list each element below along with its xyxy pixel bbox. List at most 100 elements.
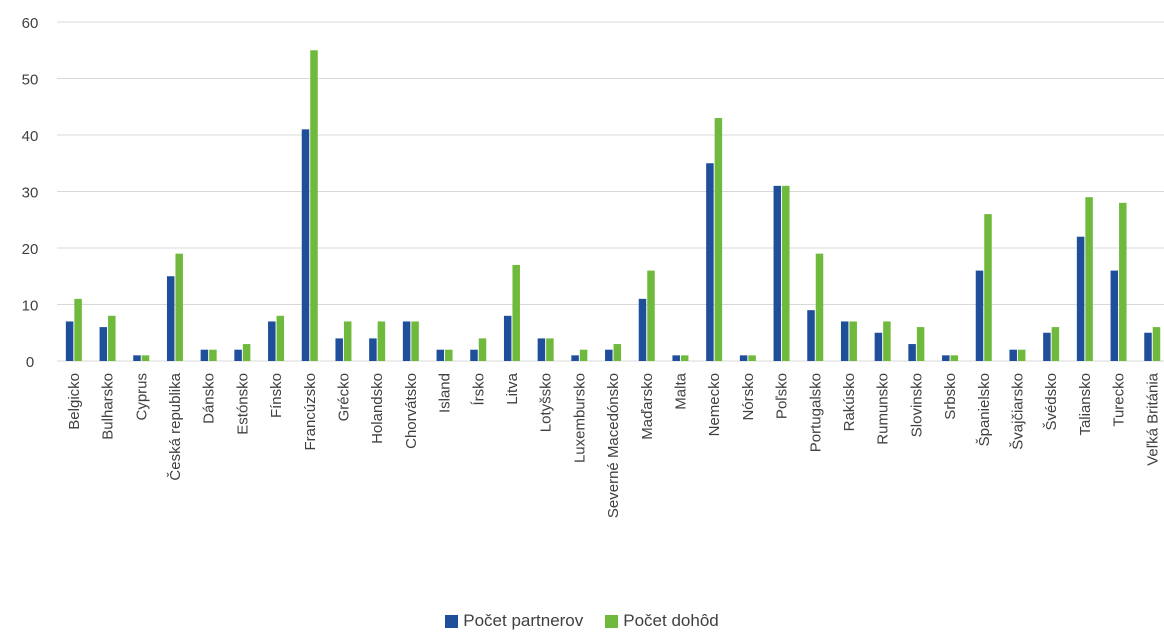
gridlines bbox=[57, 21, 1164, 362]
bar-series-1-16 bbox=[613, 344, 622, 361]
bar-series-1-22 bbox=[815, 253, 824, 361]
x-tick-label: Nórsko bbox=[740, 373, 757, 421]
bar-series-0-12 bbox=[470, 349, 478, 361]
bar-series-1-32 bbox=[1152, 327, 1161, 361]
bar-series-0-2 bbox=[133, 355, 141, 361]
x-tick-label: Švajčiarsko bbox=[1009, 373, 1026, 450]
bar-series-0-23 bbox=[840, 321, 849, 361]
x-tick-label: Švédsko bbox=[1043, 373, 1060, 431]
bar-series-0-22 bbox=[807, 310, 815, 361]
bar-series-0-30 bbox=[1076, 236, 1085, 361]
bar-series-0-21 bbox=[773, 185, 782, 361]
bar-series-1-17 bbox=[647, 270, 655, 361]
bar-series-0-13 bbox=[503, 315, 512, 361]
bar-series-0-14 bbox=[537, 338, 546, 361]
x-tick-label: Cyprus bbox=[133, 373, 150, 421]
y-axis: 0 10 20 30 40 50 60 bbox=[22, 15, 39, 371]
bar-series-1-4 bbox=[209, 349, 217, 361]
bar-series-1-5 bbox=[242, 344, 251, 361]
x-tick-label: Portugalsko bbox=[807, 373, 824, 452]
bar-series-0-9 bbox=[369, 338, 377, 361]
x-tick-label: Belgicko bbox=[66, 373, 83, 430]
x-tick-label: Turecko bbox=[1111, 373, 1128, 427]
x-tick-label: Francúzsko bbox=[302, 373, 319, 451]
x-tick-label: Slovinsko bbox=[908, 373, 925, 437]
x-tick-label: Veľká Británia bbox=[1144, 372, 1161, 465]
bar-series-1-12 bbox=[478, 338, 487, 361]
bar-series-1-18 bbox=[680, 355, 689, 361]
bar-series-0-10 bbox=[402, 321, 411, 361]
x-tick-label: Holandsko bbox=[369, 373, 386, 444]
x-tick-label: Taliansko bbox=[1077, 373, 1094, 436]
x-tick-label: Severné Macedónsko bbox=[605, 373, 622, 518]
x-tick-label: Estónsko bbox=[234, 373, 251, 435]
bar-series-1-2 bbox=[141, 355, 150, 361]
x-tick-label: Poľsko bbox=[774, 373, 791, 419]
y-tick-label: 0 bbox=[26, 354, 34, 371]
bar-series-0-32 bbox=[1144, 332, 1152, 361]
bar-chart: 0 10 20 30 40 50 60 Belgicko Bulharsko Cyprus Čes… bbox=[22, 15, 1164, 518]
x-tick-label: Česká republika bbox=[167, 372, 184, 480]
bar-series-1-24 bbox=[883, 321, 891, 361]
bar-series-0-26 bbox=[942, 355, 950, 361]
x-tick-label: Rumunsko bbox=[875, 373, 892, 445]
y-tick-label: 40 bbox=[22, 128, 39, 145]
bar-series-1-30 bbox=[1085, 197, 1093, 361]
x-tick-label: Nemecko bbox=[706, 373, 723, 436]
bar-series-0-28 bbox=[1009, 349, 1017, 361]
bar-series-1-20 bbox=[748, 355, 756, 361]
bar-series-1-0 bbox=[74, 298, 82, 361]
legend-swatch-series-1 bbox=[605, 614, 619, 628]
y-tick-label: 30 bbox=[22, 185, 39, 202]
y-tick-label: 10 bbox=[22, 298, 39, 315]
bar-series-1-1 bbox=[108, 315, 116, 361]
bar-series-1-14 bbox=[546, 338, 554, 361]
bar-series-0-4 bbox=[200, 349, 209, 361]
x-tick-label: Lotyšsko bbox=[538, 373, 555, 432]
legend-label-series-1: Počet dohôd bbox=[623, 611, 719, 630]
x-tick-label: Island bbox=[437, 373, 454, 413]
legend-label-series-0: Počet partnerov bbox=[463, 611, 584, 630]
bar-series-0-11 bbox=[436, 349, 445, 361]
x-tick-label: Malta bbox=[672, 372, 689, 409]
bar-series-1-21 bbox=[782, 185, 790, 361]
bar-series-1-27 bbox=[984, 214, 992, 361]
bar-series-0-18 bbox=[672, 355, 680, 361]
bar-series-1-29 bbox=[1051, 327, 1060, 361]
bar-series-1-15 bbox=[579, 349, 588, 361]
legend-swatch-series-0 bbox=[445, 614, 459, 628]
bar-series-1-23 bbox=[849, 321, 857, 361]
x-tick-label: Luxembursko bbox=[571, 373, 588, 463]
bar-series-0-5 bbox=[234, 349, 242, 361]
x-tick-label: Grécko bbox=[335, 373, 352, 421]
x-tick-label: Srbsko bbox=[942, 373, 959, 420]
bar-series-0-7 bbox=[301, 129, 310, 361]
x-tick-label: Chorvátsko bbox=[403, 373, 420, 449]
bar-series-0-31 bbox=[1110, 270, 1119, 361]
bar-series-0-8 bbox=[335, 338, 343, 361]
x-tick-label: Írsko bbox=[470, 373, 487, 406]
bar-series-1-11 bbox=[445, 349, 453, 361]
x-tick-label: Fínsko bbox=[268, 373, 285, 418]
bar-series-0-17 bbox=[638, 298, 647, 361]
bar-series-0-1 bbox=[99, 327, 108, 361]
bar-series-0-25 bbox=[908, 344, 916, 361]
bar-series-1-13 bbox=[512, 264, 520, 361]
bar-series-0-29 bbox=[1043, 332, 1051, 361]
bar-series-1-6 bbox=[276, 315, 285, 361]
bar-series-1-31 bbox=[1119, 202, 1127, 361]
x-tick-label: Bulharsko bbox=[100, 373, 117, 440]
bar-series-1-25 bbox=[916, 327, 925, 361]
x-tick-label: Španielsko bbox=[976, 373, 993, 446]
x-tick-label: Dánsko bbox=[201, 373, 218, 424]
bar-series-1-26 bbox=[950, 355, 959, 361]
bar-series-0-20 bbox=[739, 355, 748, 361]
bar-series-1-8 bbox=[343, 321, 352, 361]
legend-item-series-0: Počet partnerov bbox=[445, 611, 583, 631]
legend-item-series-1: Počet dohôd bbox=[605, 611, 719, 631]
bar-series-0-16 bbox=[605, 349, 613, 361]
bar-series-0-19 bbox=[706, 163, 714, 361]
bar-series-0-0 bbox=[65, 321, 74, 361]
bar-series-0-24 bbox=[874, 332, 883, 361]
bar-series-1-28 bbox=[1017, 349, 1026, 361]
